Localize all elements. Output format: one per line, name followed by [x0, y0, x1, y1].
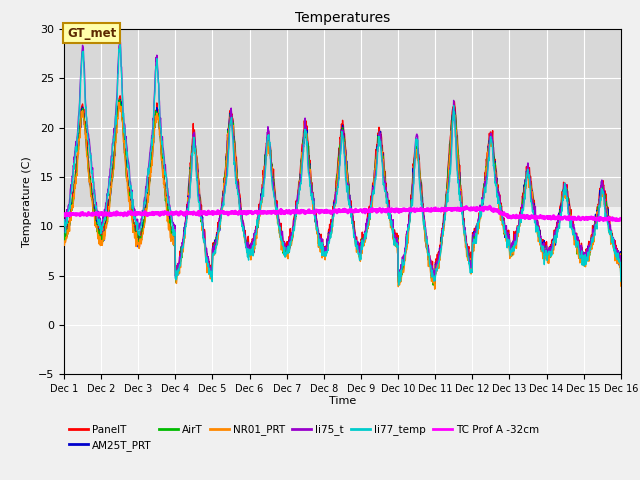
- Title: Temperatures: Temperatures: [295, 11, 390, 25]
- Y-axis label: Temperature (C): Temperature (C): [22, 156, 33, 247]
- Text: GT_met: GT_met: [67, 27, 116, 40]
- X-axis label: Time: Time: [329, 396, 356, 406]
- Bar: [64, 29, 621, 206]
- Legend: PanelT, AM25T_PRT, AirT, NR01_PRT, li75_t, li77_temp, TC Prof A -32cm: PanelT, AM25T_PRT, AirT, NR01_PRT, li75_…: [69, 424, 539, 451]
